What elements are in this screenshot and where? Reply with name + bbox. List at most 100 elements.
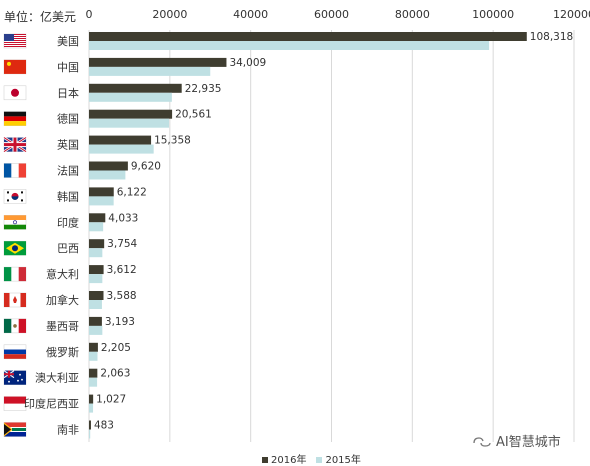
ru-flag-icon [3,344,27,360]
legend-swatch-2016 [262,457,268,463]
za-flag-icon [3,422,27,437]
data-label: 4,033 [108,212,138,224]
bar-2016 [89,239,105,249]
ca-flag-icon [3,292,27,308]
x-tick-label: 80000 [395,8,430,21]
wechat-logo-icon [473,436,491,447]
category-label: 意大利 [46,267,79,281]
bar-2015 [89,196,114,206]
category-label: 德国 [57,112,79,126]
chart-row: 印度尼西亚 1,027 [3,394,126,413]
category-label: 韩国 [57,189,79,203]
bar-2015 [89,222,104,232]
data-label: 6,122 [117,186,147,198]
bar-2015 [89,66,211,76]
chart-row: 加拿大 3,588 [3,290,137,309]
bar-2015 [89,325,103,335]
category-label: 俄罗斯 [46,346,79,359]
bar-2015 [89,170,126,180]
x-tick-label: 40000 [233,8,268,21]
jp-flag-icon [3,85,27,101]
data-label: 3,612 [107,264,137,276]
chart-row: 南非 483 [3,420,114,439]
bar-2016 [89,109,173,119]
watermark-text: AI智慧城市 [496,435,561,450]
data-label: 22,935 [185,83,222,95]
unit-label: 单位：亿美元 [4,10,77,24]
bar-2015 [89,351,98,361]
data-label: 9,620 [131,161,161,173]
data-label: 2,205 [101,342,131,354]
chart-row: 中国 34,009 [3,57,266,76]
chart-row: 英国 15,358 [3,135,191,154]
bar-2016 [89,342,98,352]
data-label: 34,009 [229,57,266,69]
id-flag-icon [3,396,27,411]
bar-2016 [89,213,106,223]
data-label: 3,588 [107,290,137,302]
au-flag-icon [3,370,27,385]
bar-2015 [89,300,102,309]
bar-2016 [89,161,128,171]
category-label: 巴西 [57,242,79,255]
chart-row: 印度 4,033 [3,212,138,232]
chart-legend: 2016年 2015年 [262,451,361,466]
bar-2016 [89,394,94,404]
legend-label-2015: 2015年 [325,455,361,466]
category-label: 印度尼西亚 [24,397,79,411]
category-label: 南非 [57,424,79,437]
watermark: AI智慧城市 [472,431,561,450]
chart-row: 德国 20,561 [3,109,212,128]
data-label: 20,561 [175,109,212,121]
category-label: 中国 [57,61,79,74]
data-label: 2,063 [100,368,130,380]
bar-2016 [89,420,91,430]
data-label: 483 [94,420,114,432]
it-flag-icon [3,266,27,282]
x-tick-label: 0 [86,8,93,21]
chart-row: 俄罗斯 2,205 [3,342,131,361]
data-label: 15,358 [154,135,191,147]
bar-2015 [89,92,172,102]
gb-flag-icon [3,136,27,153]
bar-2015 [89,274,103,284]
bar-2015 [89,144,154,154]
bar-2016 [89,57,227,67]
bar-2016 [89,316,102,326]
category-label: 印度 [57,215,79,229]
data-label: 3,193 [105,316,135,328]
bar-2016 [89,135,152,145]
bar-2016 [89,83,182,93]
bar-2015 [89,429,91,439]
legend-label-2016: 2016年 [271,455,307,466]
data-label: 108,318 [530,31,573,43]
cn-flag-icon [3,59,27,75]
in-flag-icon [3,215,27,230]
chart-row: 意大利 3,612 [3,264,137,284]
fr-flag-icon [3,163,27,178]
bar-2015 [89,118,170,128]
category-label: 加拿大 [46,293,79,307]
category-label: 澳大利亚 [35,371,79,385]
bar-2015 [89,377,98,387]
chart-row: 巴西 3,754 [3,238,138,258]
bar-2016 [89,32,527,41]
legend-item-2016: 2016年 [262,451,306,466]
category-label: 英国 [57,138,79,152]
mx-flag-icon [3,318,27,334]
chart-row: 日本 22,935 [3,83,222,102]
category-label: 墨西哥 [46,320,79,333]
bar-2015 [89,248,103,258]
x-tick-label: 100000 [472,8,514,21]
bar-2015 [89,403,94,413]
x-tick-label: 120000 [553,8,590,21]
bar-2016 [89,187,114,197]
chart-row: 澳大利亚 2,063 [3,368,130,387]
category-label: 美国 [57,35,79,48]
chart-row: 法国 9,620 [3,161,161,180]
us-flag-icon [3,33,27,49]
category-label: 日本 [57,86,79,100]
kr-flag-icon [3,189,27,204]
data-label: 3,754 [107,238,137,250]
